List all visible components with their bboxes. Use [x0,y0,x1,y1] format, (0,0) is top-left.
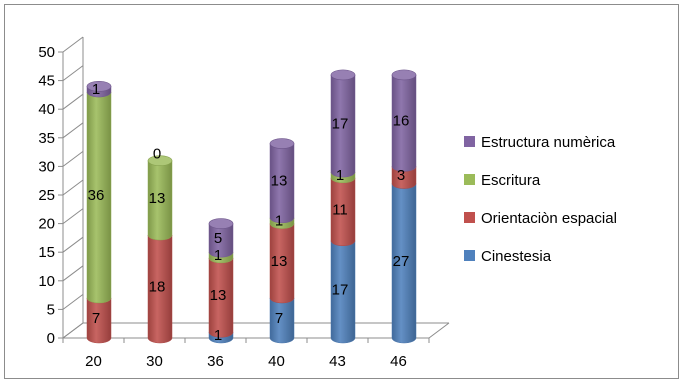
y-gridline-diagonal [62,36,84,53]
y-gridline-diagonal [62,293,84,310]
legend-label: Cinestesia [481,248,552,265]
data-label: 1 [336,167,344,184]
y-gridline-diagonal [62,236,84,253]
y-gridline-diagonal [62,65,84,81]
legend-swatch [464,212,475,223]
x-tick-label: 30 [146,353,163,370]
data-label: 16 [393,113,410,130]
x-tick-label: 40 [268,353,285,370]
y-tick-label: 10 [38,273,55,290]
y-tick-label: 15 [38,244,55,261]
data-label: 7 [92,310,100,327]
bar-top-cap [391,69,417,81]
data-label: 36 [88,187,105,204]
x-tick-label: 36 [207,353,224,370]
legend-label: Escritura [481,172,541,189]
y-tick-label: 35 [38,130,55,147]
y-tick-label: 0 [47,330,55,347]
y-tick-label: 50 [38,44,55,61]
data-label: 13 [271,253,288,270]
bar-top-cap [86,81,112,92]
y-gridline-diagonal [62,93,84,110]
y-tick-label: 40 [38,101,55,118]
bar-top-cap [208,218,234,229]
y-gridline-diagonal [62,179,84,196]
bar-top-cap [147,155,173,166]
data-label: 1 [214,247,222,264]
data-label: 1 [214,327,222,344]
data-label: 13 [271,173,288,190]
data-label: 11 [332,201,348,218]
data-label: 1 [275,213,283,230]
y-tick-label: 30 [38,158,55,175]
data-label: 18 [149,279,166,296]
y-tick-label: 5 [47,301,55,318]
data-label: 27 [393,253,410,270]
legend-swatch [464,174,475,185]
y-tick-label: 20 [38,216,55,233]
floor-right-edge [428,322,450,339]
legend-swatch [464,250,475,261]
y-gridline-diagonal [62,322,84,339]
data-label: 0 [153,146,161,163]
x-tick-label: 43 [329,353,346,370]
data-label: 17 [332,281,349,298]
data-label: 1 [92,81,100,98]
data-label: 17 [332,116,349,133]
y-tick-label: 25 [38,187,55,204]
bar-top-cap [330,69,356,81]
x-tick-label: 46 [390,353,407,370]
data-label: 7 [275,310,283,327]
y-gridline-diagonal [62,122,84,139]
data-label: 3 [397,167,405,184]
legend-label: Estructura numèrica [481,134,616,151]
legend-label: Orientaciòn espacial [481,210,617,227]
y-gridline-diagonal [62,265,84,282]
data-label: 5 [214,230,222,247]
y-tick-label: 45 [38,73,55,90]
x-tick-label: 20 [85,353,102,370]
data-label: 13 [149,190,166,207]
y-gridline-diagonal [62,150,84,167]
legend-swatch [464,136,475,147]
y-gridline-diagonal [62,208,84,225]
data-label: 13 [210,287,227,304]
bar-top-cap [269,138,295,149]
